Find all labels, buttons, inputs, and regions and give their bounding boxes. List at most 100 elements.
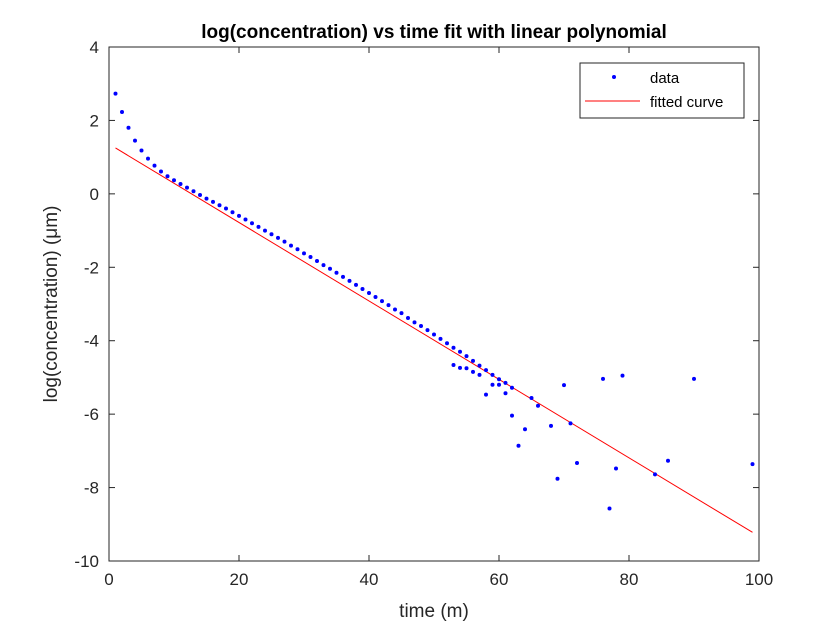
data-point (269, 232, 274, 237)
y-tick-label: 0 (90, 185, 99, 204)
y-tick-label: -6 (84, 405, 99, 424)
data-point (146, 156, 150, 161)
legend-fit-label: fitted curve (650, 94, 723, 111)
data-point (614, 466, 618, 471)
x-tick-label: 60 (490, 570, 509, 589)
data-point (503, 391, 508, 396)
data-point (282, 239, 287, 244)
data-point (692, 376, 696, 381)
data-point (503, 380, 508, 385)
data-point (263, 228, 267, 233)
data-point (237, 213, 241, 218)
data-point (386, 303, 391, 308)
data-point (380, 299, 384, 304)
x-tick-label: 100 (745, 570, 773, 589)
data-point (120, 109, 124, 114)
x-tick-label: 40 (360, 570, 379, 589)
data-point (620, 373, 625, 378)
data-point (172, 178, 176, 183)
x-tick-label: 80 (620, 570, 639, 589)
points-layer (113, 91, 755, 511)
y-tick-label: -10 (74, 552, 99, 571)
data-point (315, 259, 319, 264)
data-point (445, 341, 449, 346)
y-tick-label: -4 (84, 332, 99, 351)
y-tick-label: 4 (90, 38, 99, 57)
data-point (198, 192, 202, 197)
data-point (438, 336, 443, 341)
data-point (406, 315, 410, 320)
data-point (484, 368, 488, 373)
data-point (510, 413, 514, 418)
data-point (165, 174, 170, 179)
fitted-curve-line (115, 147, 753, 533)
data-point (302, 251, 306, 256)
data-point (471, 358, 475, 363)
data-point (464, 366, 469, 371)
y-axis-label: log(concentration) (μm) (41, 206, 62, 403)
data-point (653, 472, 657, 477)
data-point (321, 263, 326, 268)
data-point (139, 148, 144, 153)
data-point (471, 369, 475, 374)
data-point (575, 460, 579, 465)
data-point (451, 345, 456, 350)
data-point (276, 235, 280, 240)
data-point (523, 427, 527, 432)
data-point (497, 382, 501, 387)
data-point (484, 392, 488, 397)
data-point (601, 376, 605, 381)
data-point (412, 320, 417, 325)
data-point (477, 363, 482, 368)
data-point (256, 224, 261, 229)
data-point (211, 199, 215, 204)
data-point (419, 324, 423, 329)
data-point (133, 138, 137, 143)
data-point (367, 290, 371, 295)
data-point (289, 243, 293, 248)
data-point (159, 169, 163, 174)
y-tick-label: -2 (84, 258, 99, 277)
data-point (347, 278, 352, 283)
data-point (393, 307, 397, 312)
data-point (126, 125, 131, 130)
x-tick-label: 20 (230, 570, 249, 589)
data-point (477, 372, 482, 377)
data-point (549, 423, 553, 428)
plot-area (108, 46, 760, 562)
y-tick-label: -8 (84, 479, 99, 498)
data-point (204, 196, 209, 201)
data-point (399, 311, 404, 316)
data-point (425, 328, 430, 333)
data-point (295, 247, 300, 252)
data-point (185, 185, 189, 190)
data-point (516, 443, 521, 448)
data-point (555, 476, 560, 481)
data-point (536, 403, 540, 408)
y-tick-label: 2 (90, 111, 99, 130)
data-point (497, 377, 501, 382)
chart-title: log(concentration) vs time fit with line… (201, 22, 667, 43)
data-point (510, 385, 514, 390)
data-point (191, 189, 196, 194)
data-point (113, 91, 118, 96)
data-point (334, 270, 339, 275)
data-point (224, 206, 228, 211)
legend-data-marker (612, 75, 616, 79)
data-point (360, 286, 365, 291)
data-point (562, 383, 566, 388)
data-point (490, 382, 495, 387)
data-point (178, 181, 183, 186)
data-point (568, 421, 573, 426)
data-point (152, 163, 157, 168)
data-point (666, 458, 670, 463)
data-point (432, 332, 436, 337)
legend-data-label: data (650, 70, 680, 87)
legend-box (579, 62, 745, 119)
data-point (529, 395, 534, 400)
data-point (464, 354, 469, 359)
data-point (373, 295, 378, 300)
data-point (607, 506, 612, 511)
